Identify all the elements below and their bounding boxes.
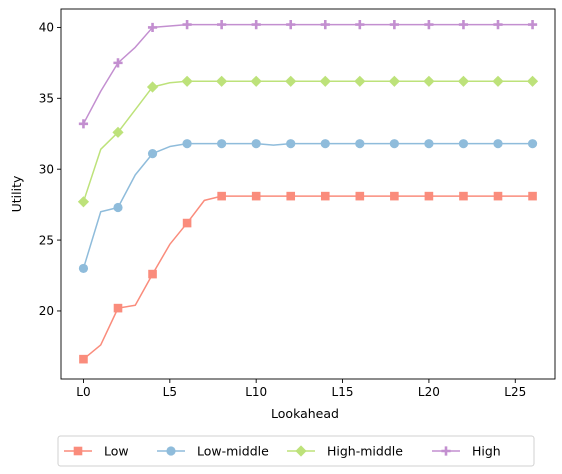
legend: Low Low-middle High-middle High [57, 435, 535, 467]
series-high-middle [77, 75, 539, 208]
legend-marker [295, 445, 307, 457]
data-point [389, 19, 399, 30]
legend-entry: Low [64, 444, 129, 459]
data-point [493, 191, 503, 201]
data-point [113, 58, 123, 68]
data-point [182, 218, 192, 228]
data-point [527, 139, 538, 149]
data-point [458, 19, 469, 30]
plot-background [61, 9, 555, 379]
data-point [148, 269, 157, 279]
plot-area [61, 9, 555, 379]
legend-marker [441, 446, 451, 456]
x-tick-label: L5 [163, 385, 177, 399]
data-point [285, 75, 297, 87]
x-tick-label: L15 [332, 385, 354, 399]
legend-label: High [472, 444, 501, 459]
data-point [389, 139, 399, 149]
y-axis-label: Utility [9, 175, 24, 212]
data-point [217, 139, 227, 149]
data-point [79, 354, 88, 364]
data-point [147, 22, 158, 33]
y-tick-label: 30 [39, 162, 54, 176]
data-point [78, 263, 89, 274]
data-point [251, 139, 261, 149]
x-tick-label: L25 [504, 385, 526, 399]
series-low [79, 191, 537, 364]
data-point [182, 19, 192, 30]
data-point [528, 191, 537, 201]
series-low-middle [78, 139, 538, 274]
y-tick-label: 40 [39, 21, 54, 35]
data-point [147, 148, 158, 159]
legend-entry: Low-middle [157, 444, 269, 459]
x-tick-label: L10 [245, 385, 267, 399]
data-point [113, 202, 123, 213]
data-point [390, 191, 399, 201]
legend-label: Low [104, 444, 129, 459]
data-point [493, 139, 503, 149]
series-line [82, 23, 533, 125]
data-point [424, 19, 434, 30]
legend-marker [73, 446, 83, 456]
data-point [354, 75, 366, 87]
data-point [355, 191, 365, 201]
data-point [320, 19, 330, 30]
data-point [113, 303, 123, 313]
data-point [216, 75, 228, 87]
data-point [250, 75, 262, 87]
data-point [146, 81, 159, 93]
data-point [319, 75, 331, 87]
data-point [286, 191, 296, 201]
data-point [112, 126, 124, 138]
series-high [78, 19, 538, 129]
data-point [355, 19, 365, 30]
data-point [77, 196, 90, 208]
data-point [355, 139, 365, 149]
data-point [320, 139, 330, 149]
legend-entry: High-middle [287, 444, 403, 459]
data-point [526, 75, 539, 87]
y-tick-label: 20 [39, 304, 54, 318]
x-axis-label: Lookahead [271, 406, 339, 421]
legend-marker [166, 446, 176, 456]
data-point [251, 19, 261, 30]
axes-layer: L0 L5 L10 L15 L20 L25 20 25 30 35 40 [39, 8, 556, 399]
data-point [493, 19, 503, 30]
data-point [217, 191, 226, 201]
series-line [82, 80, 533, 203]
data-point [457, 75, 470, 87]
data-point [78, 119, 89, 129]
data-point [492, 75, 504, 87]
data-point [424, 191, 434, 201]
data-point [320, 191, 330, 201]
plot-frame [60, 8, 556, 380]
data-point [458, 139, 469, 149]
data-point [182, 139, 192, 149]
series-line [82, 142, 533, 269]
data-point [286, 139, 296, 149]
data-point [424, 139, 434, 149]
legend-label: Low-middle [197, 444, 269, 459]
data-point [459, 191, 468, 201]
data-point [251, 191, 261, 201]
series-layer [77, 19, 539, 364]
data-point [181, 75, 193, 87]
y-tick-label: 35 [39, 92, 54, 106]
data-point [423, 75, 435, 87]
legend-entry: High [432, 444, 501, 459]
x-tick-label: L0 [76, 385, 90, 399]
data-point [217, 19, 227, 30]
data-point [527, 19, 538, 30]
legend-label: High-middle [327, 444, 403, 459]
series-line [82, 195, 533, 360]
data-point [388, 75, 400, 87]
data-point [286, 19, 296, 30]
y-tick-label: 25 [39, 233, 54, 247]
x-tick-label: L20 [418, 385, 440, 399]
